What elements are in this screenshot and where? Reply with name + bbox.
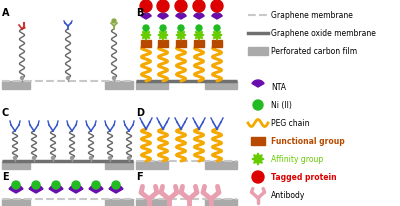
Circle shape xyxy=(70,157,74,160)
Bar xyxy=(205,199,237,206)
Text: Affinity group: Affinity group xyxy=(271,155,323,164)
Bar xyxy=(136,199,168,206)
Wedge shape xyxy=(9,185,23,193)
Polygon shape xyxy=(252,153,264,165)
Circle shape xyxy=(193,1,205,13)
Circle shape xyxy=(92,181,100,189)
Text: Perforated carbon film: Perforated carbon film xyxy=(271,47,357,56)
Bar xyxy=(194,40,204,47)
Polygon shape xyxy=(141,31,151,41)
Bar xyxy=(136,82,168,90)
Text: C: C xyxy=(2,108,9,117)
Text: Graphene oxide membrane: Graphene oxide membrane xyxy=(271,29,376,38)
Text: A: A xyxy=(2,8,10,18)
Text: F: F xyxy=(136,171,143,181)
Polygon shape xyxy=(176,31,186,41)
Bar xyxy=(212,40,222,47)
Circle shape xyxy=(112,77,116,80)
Text: Tagged protein: Tagged protein xyxy=(271,173,337,182)
Circle shape xyxy=(52,181,60,189)
Circle shape xyxy=(175,1,187,13)
Text: Ni (II): Ni (II) xyxy=(271,101,292,110)
Text: PEG chain: PEG chain xyxy=(271,119,310,128)
Circle shape xyxy=(252,171,264,183)
Text: Antibody: Antibody xyxy=(271,191,305,200)
Bar xyxy=(248,48,268,56)
Circle shape xyxy=(253,101,263,110)
Bar xyxy=(205,161,237,169)
Bar xyxy=(251,137,265,145)
Bar xyxy=(105,161,133,169)
Polygon shape xyxy=(158,31,168,41)
Circle shape xyxy=(178,26,184,32)
Circle shape xyxy=(66,77,70,80)
Circle shape xyxy=(214,26,220,32)
Wedge shape xyxy=(49,185,63,193)
Bar xyxy=(105,199,133,206)
Polygon shape xyxy=(212,31,222,41)
Text: NTA: NTA xyxy=(271,83,286,92)
Bar xyxy=(205,82,237,90)
Circle shape xyxy=(14,157,16,160)
Circle shape xyxy=(32,157,36,160)
Circle shape xyxy=(143,26,149,32)
Wedge shape xyxy=(69,185,83,193)
Circle shape xyxy=(90,157,92,160)
Text: Functional group: Functional group xyxy=(271,137,345,146)
Bar xyxy=(2,199,30,206)
Bar xyxy=(158,40,168,47)
Text: D: D xyxy=(136,108,144,117)
Circle shape xyxy=(140,1,152,13)
Bar xyxy=(176,40,186,47)
Circle shape xyxy=(32,181,40,189)
Bar xyxy=(105,82,133,90)
Wedge shape xyxy=(176,14,186,20)
Bar xyxy=(141,40,151,47)
Circle shape xyxy=(157,1,169,13)
Circle shape xyxy=(12,181,20,189)
Circle shape xyxy=(72,181,80,189)
Text: B: B xyxy=(136,8,143,18)
Wedge shape xyxy=(158,14,168,20)
Wedge shape xyxy=(252,81,264,88)
Polygon shape xyxy=(194,31,204,41)
Text: Graphene membrane: Graphene membrane xyxy=(271,12,353,20)
Circle shape xyxy=(112,20,116,24)
Wedge shape xyxy=(194,14,204,20)
Wedge shape xyxy=(89,185,103,193)
Circle shape xyxy=(108,157,112,160)
Circle shape xyxy=(160,26,166,32)
Circle shape xyxy=(211,1,223,13)
Bar xyxy=(136,161,168,169)
Bar xyxy=(2,161,30,169)
Text: E: E xyxy=(2,171,9,181)
Wedge shape xyxy=(109,185,123,193)
Wedge shape xyxy=(141,14,151,20)
Wedge shape xyxy=(212,14,222,20)
Wedge shape xyxy=(29,185,43,193)
Bar xyxy=(2,82,30,90)
Circle shape xyxy=(20,77,24,80)
Circle shape xyxy=(128,157,130,160)
Circle shape xyxy=(112,181,120,189)
Circle shape xyxy=(196,26,202,32)
Circle shape xyxy=(52,157,54,160)
